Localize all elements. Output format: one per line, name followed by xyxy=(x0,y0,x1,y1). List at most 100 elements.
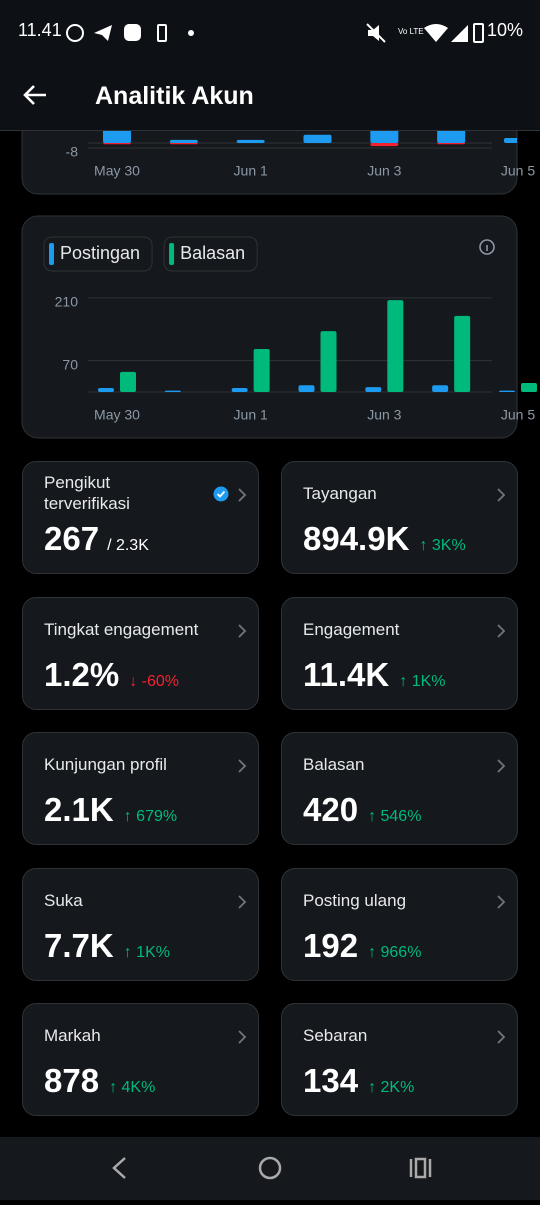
bar xyxy=(169,139,198,143)
chevron xyxy=(238,1030,247,1044)
stat-change: ↑ 1K% xyxy=(399,672,446,690)
stat-value: 11.4K ↑ 1K% xyxy=(303,656,446,694)
chevron xyxy=(238,623,247,638)
stat-label: Tingkat engagement xyxy=(44,619,199,639)
status-icons xyxy=(66,24,194,42)
bar xyxy=(370,142,399,147)
x-tick-label: Jun 3 xyxy=(367,163,401,179)
stat-change: ↑ 2K% xyxy=(368,1079,415,1096)
stat-number: 894.9K xyxy=(303,520,410,557)
bar xyxy=(499,390,515,392)
stat-label: Sebaran xyxy=(303,1026,368,1045)
stat-card[interactable]: Pengikut terverifikasi 267 / 2.3K xyxy=(22,461,259,574)
bar xyxy=(103,142,131,145)
bar xyxy=(454,315,471,392)
stat-card[interactable]: Tayangan 894.9K ↑ 3K% xyxy=(281,461,518,574)
x-tick-label: Jun 5 xyxy=(501,407,535,423)
stat-value: 7.7K ↑ 1K% xyxy=(44,927,170,965)
nav-bar xyxy=(0,1137,540,1200)
bar xyxy=(169,142,198,145)
stat-value: 192 ↑ 966% xyxy=(303,927,421,965)
verified-badge xyxy=(213,486,229,502)
stat-number: 1.2% xyxy=(44,655,120,693)
stat-label: Kunjungan profil xyxy=(44,755,167,774)
top-bar: 11.41 Vo LTE 10% Analitik Akun xyxy=(0,0,540,131)
y-tick-label: 210 xyxy=(55,294,79,310)
status-icons: Vo LTE xyxy=(366,23,468,43)
legend-swatch xyxy=(169,243,175,265)
stat-label: Suka xyxy=(44,890,83,910)
nav-recents[interactable] xyxy=(409,1157,432,1179)
stat-number: 267 xyxy=(44,520,100,557)
back-button[interactable] xyxy=(22,82,48,108)
bar xyxy=(98,387,114,392)
x-tick-label: May 30 xyxy=(94,407,140,423)
y-tick-label: -8 xyxy=(66,144,79,160)
bar xyxy=(365,387,382,392)
bar xyxy=(236,139,265,143)
stat-card[interactable]: Markah 878 ↑ 4K% xyxy=(22,1003,259,1116)
chevron xyxy=(497,623,506,638)
bar xyxy=(387,300,404,392)
bar xyxy=(164,390,181,392)
bar xyxy=(521,383,537,392)
stat-label: Tayangan xyxy=(303,484,377,503)
stat-label: Balasan xyxy=(303,755,365,774)
stat-card[interactable]: Balasan 420 ↑ 546% xyxy=(281,732,518,845)
x-tick-label: Jun 5 xyxy=(501,163,535,179)
stat-label: Pengikut terverifikasi xyxy=(44,473,130,513)
bar xyxy=(253,348,270,392)
bar xyxy=(504,137,517,143)
stat-change: ↑ 4K% xyxy=(109,1079,156,1096)
stat-change: ↑ 546% xyxy=(368,808,422,825)
bar xyxy=(432,385,449,392)
bar xyxy=(303,134,332,143)
chevron xyxy=(497,759,506,773)
stat-card[interactable]: Sebaran 134 ↑ 2K% xyxy=(281,1003,518,1116)
stat-value: 1.2% ↓ -60% xyxy=(44,656,179,694)
stat-value: 134 ↑ 2K% xyxy=(303,1062,414,1100)
bar xyxy=(231,387,248,392)
chevron xyxy=(238,488,247,502)
legend-chip xyxy=(163,236,258,272)
stat-card[interactable]: Posting ulang 192 ↑ 966% xyxy=(281,867,518,981)
stat-number: 420 xyxy=(303,791,359,828)
battery-icon xyxy=(473,23,484,43)
stat-change: ↑ 966% xyxy=(368,943,422,961)
bar xyxy=(320,331,337,392)
stat-value: 878 ↑ 4K% xyxy=(44,1062,155,1100)
stat-change: ↑ 679% xyxy=(123,808,178,825)
stat-number: 878 xyxy=(44,1062,100,1099)
stat-value: 2.1K ↑ 679% xyxy=(44,791,177,829)
nav-back[interactable] xyxy=(112,1157,126,1179)
stat-label: Markah xyxy=(44,1026,101,1045)
svg-text:Vo LTE: Vo LTE xyxy=(398,27,424,36)
stat-number: 192 xyxy=(303,926,359,964)
y-tick-label: 70 xyxy=(62,356,78,372)
stat-number: 7.7K xyxy=(44,926,114,964)
chevron xyxy=(497,894,506,909)
stat-card[interactable]: Tingkat engagement 1.2% ↓ -60% xyxy=(22,596,259,710)
bar xyxy=(298,385,315,392)
stat-value: 894.9K ↑ 3K% xyxy=(303,520,466,558)
stat-label: Engagement xyxy=(303,619,400,639)
stat-change: ↑ 3K% xyxy=(419,537,466,554)
chevron xyxy=(497,1030,506,1044)
stat-card[interactable]: Suka 7.7K ↑ 1K% xyxy=(22,867,259,981)
legend-chip xyxy=(43,236,153,272)
x-tick-label: Jun 1 xyxy=(234,163,268,179)
legend-label: Balasan xyxy=(180,243,245,263)
stat-card[interactable]: Engagement 11.4K ↑ 1K% xyxy=(281,596,518,710)
stat-value: 420 ↑ 546% xyxy=(303,791,421,829)
info-icon[interactable] xyxy=(479,239,495,255)
nav-home[interactable] xyxy=(258,1156,282,1180)
battery-level: 10% xyxy=(487,20,524,40)
x-tick-label: May 30 xyxy=(94,163,140,179)
stat-card[interactable]: Kunjungan profil 2.1K ↑ 679% xyxy=(22,732,259,845)
chevron xyxy=(238,759,247,773)
stat-change: ↑ 1K% xyxy=(123,943,170,961)
stat-number: 2.1K xyxy=(44,791,114,828)
stat-label: Posting ulang xyxy=(303,890,407,910)
x-tick-label: Jun 1 xyxy=(234,407,268,423)
